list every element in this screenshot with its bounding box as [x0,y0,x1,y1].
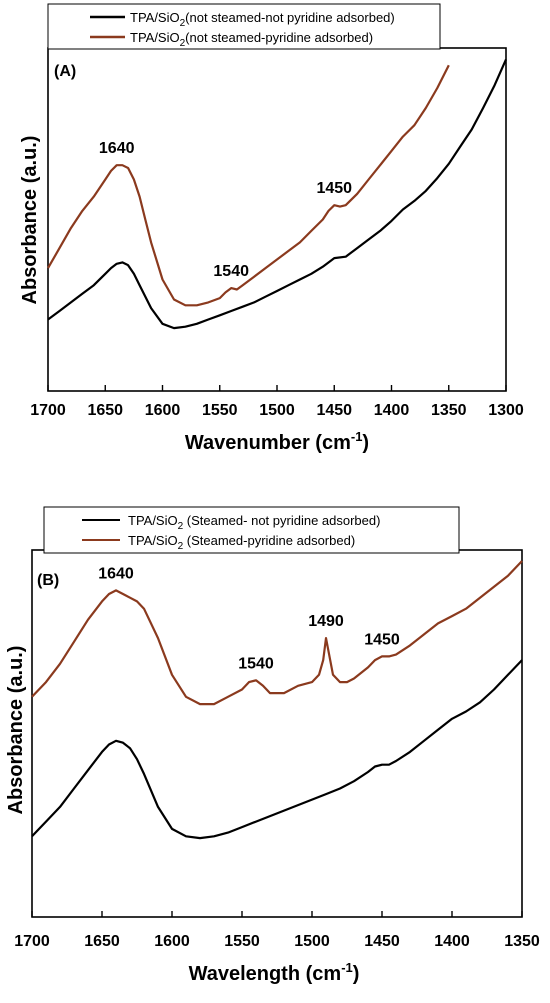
panel-b-x-tick-label: 1700 [14,933,50,950]
panel-b-series-group [31,560,523,840]
panel-a-peak-label-1450: 1450 [316,180,352,197]
panel-a-peak-labels: 1640 1540 1450 [99,140,352,280]
panel-b-peak-labels: 1640 1540 1490 1450 [98,565,400,672]
panel-a-series-1-line [47,58,508,330]
panel-a-x-tick-label: 1600 [145,402,181,419]
panel-a-legend: TPA/SiO2(not steamed-not pyridine adsorb… [47,3,441,50]
panel-b-peak-label-1450: 1450 [364,631,400,648]
panel-b-legend-box [43,506,460,554]
panel-b-x-tick-label: 1550 [224,933,260,950]
panel-b-plot-frame [31,549,523,918]
panel-b-x-ticks: 1700 1650 1600 1550 1500 1450 1400 1350 [14,911,540,950]
panel-b-peak-label-1540: 1540 [238,655,274,672]
panel-a-x-ticks: 1700 1650 1600 1550 1500 1450 1400 1350 1300 [30,385,524,419]
panel-b-peak-label-1490: 1490 [308,613,344,630]
panel-a-label: (A) [54,63,76,80]
panel-a-x-tick-label: 1550 [202,402,238,419]
panel-a-series-group [47,58,508,330]
panel-a-chart: TPA/SiO2(not steamed-not pyridine adsorb… [19,3,524,454]
panel-a-x-tick-label: 1700 [30,402,66,419]
panel-b-x-tick-label: 1350 [504,933,540,950]
panel-b-legend-label-1: TPA/SiO2 (Steamed- not pyridine adsorbed… [128,513,380,532]
panel-a-x-tick-label: 1650 [87,402,123,419]
panel-a-x-tick-label: 1450 [316,402,352,419]
panel-a-y-axis-title: Absorbance (a.u.) [19,136,41,305]
panel-a-x-tick-label: 1300 [488,402,524,419]
panel-b-label: (B) [37,572,59,589]
panel-a-x-tick-label: 1350 [431,402,467,419]
panel-a-series-2-line [47,64,450,307]
panel-b-y-axis-title: Absorbance (a.u.) [5,646,27,815]
panel-b-x-axis-title: Wavelength (cm-1) [189,960,360,985]
panel-b-series-2-line [31,560,523,706]
panel-b-x-tick-label: 1450 [364,933,400,950]
panel-a-legend-label-2: TPA/SiO2(not steamed-pyridine adsorbed) [130,30,373,49]
panel-b-series-1-line [31,659,523,840]
panel-a-plot-frame [47,47,507,392]
panel-a-x-axis-title: Wavenumber (cm-1) [185,429,369,454]
panel-a-peak-label-1540: 1540 [213,263,249,280]
panel-b-x-tick-label: 1400 [434,933,470,950]
panel-a-x-tick-label: 1500 [259,402,295,419]
panel-b-chart: TPA/SiO2 (Steamed- not pyridine adsorbed… [5,506,540,985]
panel-b-peak-label-1640: 1640 [98,565,134,582]
panel-b-legend-label-2: TPA/SiO2 (Steamed-pyridine adsorbed) [128,533,355,552]
panel-b-x-tick-label: 1650 [84,933,120,950]
panel-a-legend-box [47,3,441,50]
panel-a-peak-label-1640: 1640 [99,140,135,157]
panel-b-legend: TPA/SiO2 (Steamed- not pyridine adsorbed… [43,506,460,554]
panel-a-legend-label-1: TPA/SiO2(not steamed-not pyridine adsorb… [130,10,395,29]
panel-b-x-tick-label: 1500 [294,933,330,950]
panel-b-x-tick-label: 1600 [154,933,190,950]
panel-a-x-tick-label: 1400 [374,402,410,419]
